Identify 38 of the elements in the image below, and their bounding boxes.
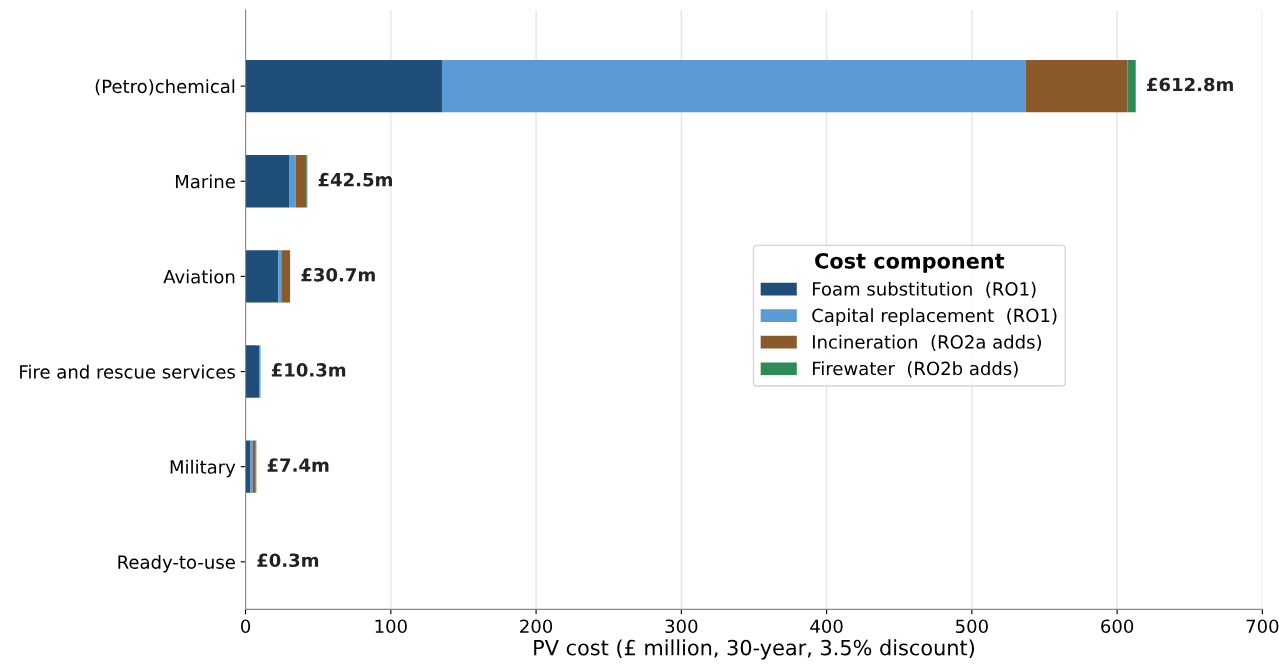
y-tick-label: (Petro)chemical (95, 79, 235, 96)
legend-label: Capital replacement (RO1) (812, 308, 1057, 326)
legend-label: Incineration (RO2a adds) (813, 334, 1042, 351)
total-label: £42.5m (318, 172, 392, 187)
bar (1025, 59, 1128, 113)
total-label: £30.7m (301, 267, 375, 282)
x-tick-label: 200 (520, 619, 553, 634)
bar (281, 250, 289, 303)
x-axis-title: PV cost (£ million, 30-year, 3.5% discount) (534, 639, 974, 660)
y-tick-label: Military (170, 459, 236, 478)
legend-label: Firewater (RO2b adds) (813, 361, 1018, 378)
total-label: £7.4m (267, 458, 329, 472)
bar (1127, 59, 1136, 113)
legend-title: Cost component (815, 252, 1005, 273)
bar (245, 155, 290, 208)
y-tick-label: Fire and rescue services (20, 364, 235, 379)
bar (245, 250, 279, 303)
bar (441, 59, 1026, 113)
bar (245, 440, 251, 493)
bar (278, 250, 282, 303)
x-tick-label: 0 (241, 619, 251, 634)
x-tick-label: 100 (375, 619, 407, 634)
total-label: £10.3m (271, 363, 346, 377)
total-label: £0.3m (257, 553, 319, 568)
bar (245, 345, 260, 398)
bar (245, 59, 442, 113)
x-tick-label: 600 (1101, 619, 1134, 634)
total-label: £612.8m (1146, 77, 1233, 92)
bar (295, 155, 307, 208)
y-tick-label: Aviation (163, 269, 235, 284)
x-tick-label: 700 (1246, 619, 1279, 634)
bar (289, 155, 296, 208)
x-tick-label: 500 (956, 619, 988, 634)
y-tick-label: Marine (175, 174, 235, 189)
x-tick-label: 300 (665, 619, 698, 634)
x-tick-label: 400 (810, 619, 843, 634)
y-tick-label: Ready-to-use (118, 554, 235, 573)
legend-label: Foam substitution (RO1) (813, 281, 1036, 298)
